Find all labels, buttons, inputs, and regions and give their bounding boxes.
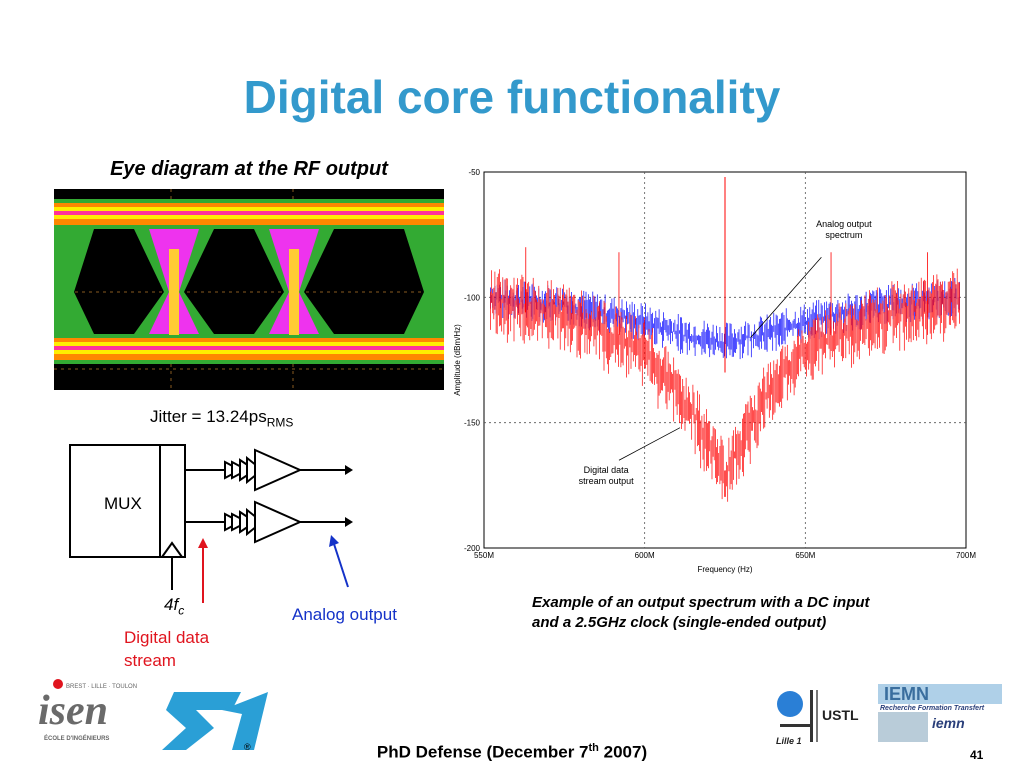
series-line-digital [490, 268, 960, 502]
jitter-rms: RMS [266, 415, 294, 430]
digital-data-label: Digital data stream [124, 626, 209, 672]
iemn-logo-text: IEMN [884, 684, 929, 704]
spectrum-caption-line1: Example of an output spectrum with a DC … [532, 594, 870, 611]
annotation-digital-line1: Digital data [584, 465, 629, 475]
spectrum-caption: Example of an output spectrum with a DC … [532, 593, 952, 633]
x-axis-label: Frequency (Hz) [697, 565, 752, 574]
x-tick-label: 550M [474, 551, 494, 560]
page-number: 41 [970, 748, 984, 762]
mux-driver-diagram [69, 444, 353, 603]
footer-text: PhD Defense (December 7th 2007) [0, 742, 1024, 763]
y-tick-label: -50 [468, 168, 480, 177]
x-tick-label: 700M [956, 551, 976, 560]
digital-label-line1: Digital data [124, 628, 210, 647]
isen-logo-sub: ÉCOLE D'INGÉNIEURS [44, 734, 109, 742]
x-tick-label: 650M [795, 551, 815, 560]
iemn-logo-small: iemn [932, 715, 965, 731]
annotation-analog-arrow [750, 256, 822, 338]
mux-label: MUX [104, 494, 142, 513]
isen-logo-text: isen [38, 688, 108, 734]
y-tick-label: -150 [464, 419, 481, 428]
spectrum-caption-line2: and a 2.5GHz clock (single-ended output) [532, 614, 827, 631]
ustl-iemn-logos: USTL Lille 1 IEMN Recherche Formation Tr… [776, 684, 1002, 746]
jitter-value: Jitter = 13.24ps [150, 407, 267, 426]
annotation-digital-arrow [618, 427, 681, 461]
isen-logo-top: BREST · LILLE · TOULON [66, 684, 137, 690]
footer-sup: th [588, 742, 599, 754]
annotation-analog-line2: spectrum [825, 230, 862, 240]
annotation-digital-line2: stream output [579, 476, 635, 486]
footer-main: PhD Defense (December 7 [376, 742, 589, 762]
st-logo-text: ST [36, 670, 38, 671]
eye-diagram-image [54, 189, 444, 390]
y-axis-label: Amplitude (dBm/Hz) [453, 324, 462, 396]
analog-output-label: Analog output [292, 605, 397, 624]
y-tick-label: -100 [464, 293, 481, 302]
footer-tail: 2007) [598, 742, 648, 762]
iemn-logo-sub: Recherche Formation Transfert [880, 705, 985, 712]
eye-diagram-caption: Eye diagram at the RF output [110, 158, 388, 180]
lille-logo-text: Lille 1 [776, 736, 802, 746]
jitter-label: Jitter = 13.24psRMS [150, 407, 293, 429]
clock-text: 4f [164, 595, 179, 614]
ustl-logo-text: USTL [822, 707, 859, 723]
x-tick-label: 600M [635, 551, 655, 560]
clock-sub: c [178, 603, 185, 618]
svg-text:®: ® [244, 742, 251, 752]
annotation-analog-line1: Analog output [816, 219, 872, 229]
y-tick-label: -200 [464, 544, 481, 553]
mux-clock-strip [159, 444, 186, 558]
isen-st-logos: BREST · LILLE · TOULON isen ÉCOLE D'INGÉ… [36, 670, 268, 752]
digital-label-line2: stream [124, 651, 176, 670]
clock-label: 4fc [164, 595, 184, 617]
page-title: Digital core functionality [243, 71, 781, 123]
